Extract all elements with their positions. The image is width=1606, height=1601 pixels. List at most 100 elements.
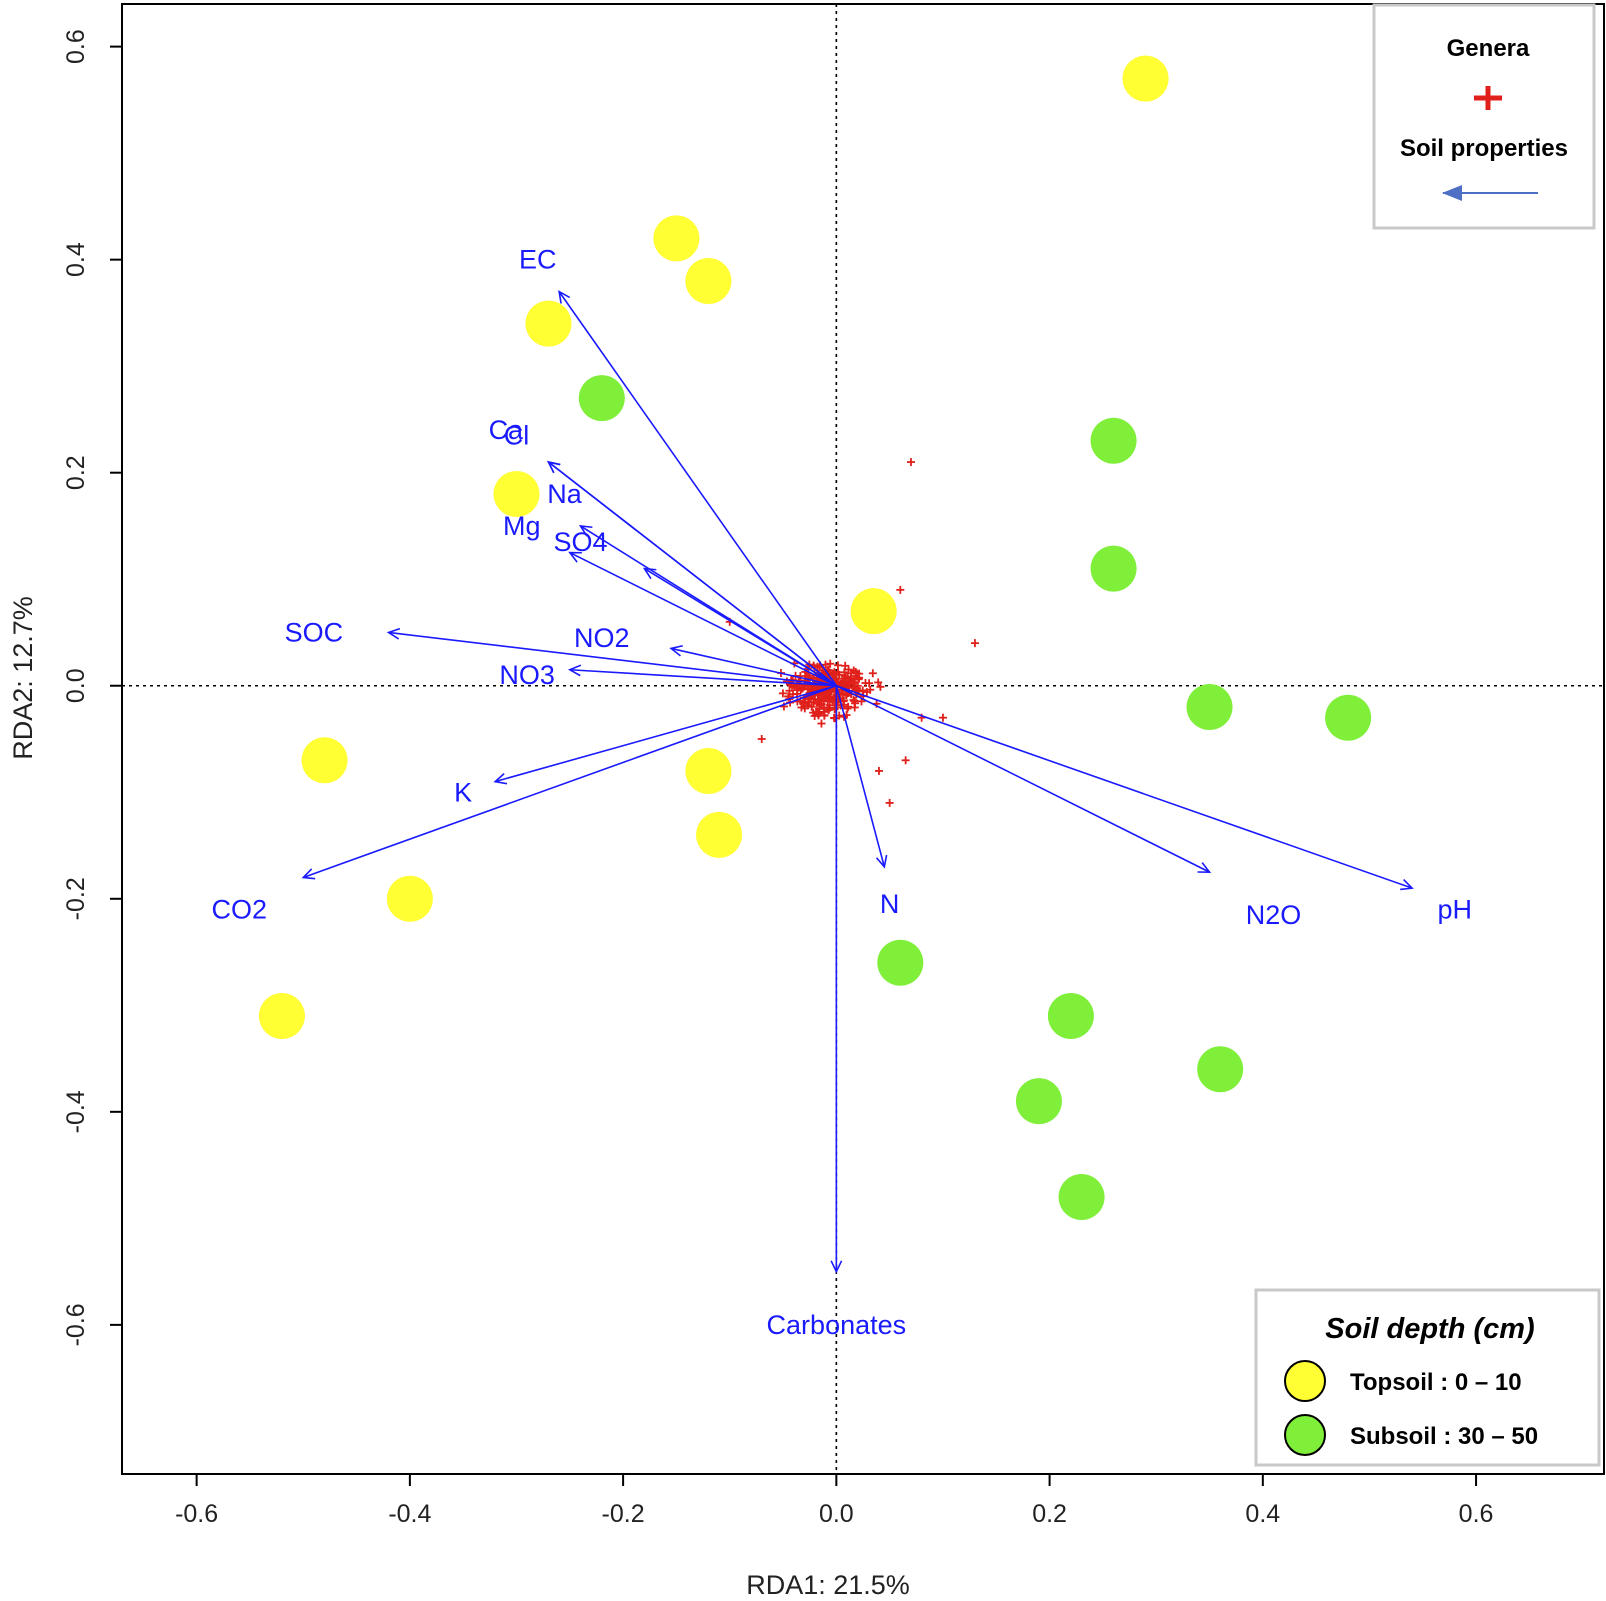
genus-marker	[815, 704, 824, 713]
genus-marker	[874, 678, 883, 687]
genus-marker	[874, 766, 883, 775]
plot-frame	[121, 3, 1605, 1475]
genus-marker	[849, 683, 858, 692]
vector-label: Carbonates	[767, 1310, 907, 1340]
genus-marker	[805, 698, 814, 707]
subsoil-point	[1047, 992, 1094, 1039]
genus-marker	[826, 659, 835, 668]
genus-marker	[970, 639, 979, 648]
legend-topsoil-swatch	[1284, 1360, 1326, 1402]
vector-label: NO3	[499, 660, 555, 690]
genus-marker	[844, 702, 853, 711]
genus-marker	[797, 703, 806, 712]
vector-label: N2O	[1246, 900, 1302, 930]
vector-ph: pH	[836, 684, 1472, 924]
genus-marker	[757, 735, 766, 743]
genus-marker	[876, 682, 885, 691]
vector-mg: Mg	[503, 511, 837, 687]
genus-marker	[861, 679, 870, 688]
legend-subsoil-label: Subsoil : 30 – 50	[1350, 1423, 1538, 1450]
vector-so4: SO4	[553, 527, 837, 687]
topsoil-point	[850, 588, 897, 635]
genus-marker	[841, 678, 850, 687]
genus-marker	[820, 711, 829, 720]
y-axis-title: RDA2: 12.7%	[8, 596, 38, 760]
y-axis: -0.6 -0.4 -0.2 0.0 0.2 0.4 0.6	[62, 29, 122, 1346]
vector-label: CO2	[212, 894, 268, 924]
vector-soc: SOC	[285, 617, 837, 687]
subsoil-point	[578, 375, 625, 422]
genus-marker	[849, 696, 858, 705]
x-axis-title: RDA1: 21.5%	[746, 1570, 910, 1600]
genus-marker	[850, 697, 859, 706]
vector-label: EC	[519, 245, 557, 275]
x-tick-label: 0.4	[1245, 1500, 1280, 1528]
topsoil-point	[696, 811, 743, 858]
genus-marker	[854, 675, 863, 684]
legend-subsoil-swatch	[1284, 1414, 1326, 1456]
subsoil-point	[1197, 1046, 1244, 1093]
legend-top-box	[1372, 3, 1596, 230]
vector-label: N	[880, 889, 900, 919]
y-tick-label: -0.2	[62, 877, 90, 920]
legend-bottom: Soil depth (cm) Topsoil : 0 – 10 Subsoil…	[1254, 1288, 1601, 1467]
genus-marker	[906, 458, 915, 467]
genus-marker	[782, 677, 791, 686]
vector-ec: EC	[519, 245, 837, 687]
topsoil-point	[653, 215, 700, 262]
legend-soil-depth-title: Soil depth (cm)	[1325, 1313, 1534, 1345]
topsoil-point	[301, 737, 348, 784]
topsoil-point	[1122, 55, 1169, 102]
vector-label: K	[454, 777, 472, 807]
genus-marker	[778, 689, 787, 698]
x-tick-label: -0.2	[602, 1500, 645, 1528]
subsoil-point	[1090, 545, 1137, 592]
vector-na: Na	[547, 479, 837, 687]
vector-label: pH	[1437, 894, 1472, 924]
genus-marker	[817, 719, 826, 728]
legend-arrow-icon	[1442, 185, 1538, 201]
genus-marker	[868, 669, 877, 678]
subsoil-point	[1058, 1174, 1105, 1221]
vector-no3: NO3	[499, 660, 837, 690]
topsoil-point	[386, 875, 433, 922]
genus-marker	[833, 661, 842, 670]
genus-marker	[819, 697, 828, 706]
y-tick-label: 0.2	[62, 455, 90, 490]
legend-top: Genera Soil properties	[1372, 3, 1596, 230]
vector-label: Ca	[489, 415, 524, 445]
topsoil-point	[493, 471, 540, 517]
vector-label: Mg	[503, 511, 541, 541]
site-points	[258, 55, 1372, 1221]
vector-carbonates: Carbonates	[767, 685, 907, 1340]
topsoil-point	[258, 992, 305, 1039]
legend-soil-properties-title: Soil properties	[1400, 135, 1568, 162]
genus-marker	[815, 695, 824, 704]
genus-marker	[862, 688, 871, 697]
vector-co2: CO2	[212, 684, 837, 924]
legend-topsoil-label: Topsoil : 0 – 10	[1350, 1369, 1522, 1396]
genus-marker	[896, 585, 905, 594]
vector-no2: NO2	[574, 623, 837, 687]
x-tick-label: -0.4	[388, 1500, 431, 1528]
x-tick-label: 0.6	[1459, 1500, 1494, 1528]
vector-label: NO2	[574, 623, 630, 653]
subsoil-point	[1325, 694, 1372, 741]
y-tick-label: -0.6	[62, 1303, 90, 1346]
x-tick-label: 0.2	[1032, 1500, 1067, 1528]
x-tick-label: -0.6	[175, 1500, 218, 1528]
vector-n: N	[835, 685, 900, 919]
genus-marker	[835, 670, 844, 679]
x-axis: -0.6 -0.4 -0.2 0.0 0.2 0.4 0.6	[175, 1474, 1493, 1528]
genus-marker	[810, 711, 819, 720]
vector-cl: Cl	[504, 420, 837, 687]
genus-marker	[821, 660, 830, 669]
x-tick-label: 0.0	[819, 1500, 854, 1528]
topsoil-point	[685, 257, 732, 304]
subsoil-point	[1090, 417, 1137, 464]
y-tick-label: -0.4	[62, 1090, 90, 1133]
genus-marker	[826, 694, 835, 703]
subsoil-point	[877, 939, 924, 986]
